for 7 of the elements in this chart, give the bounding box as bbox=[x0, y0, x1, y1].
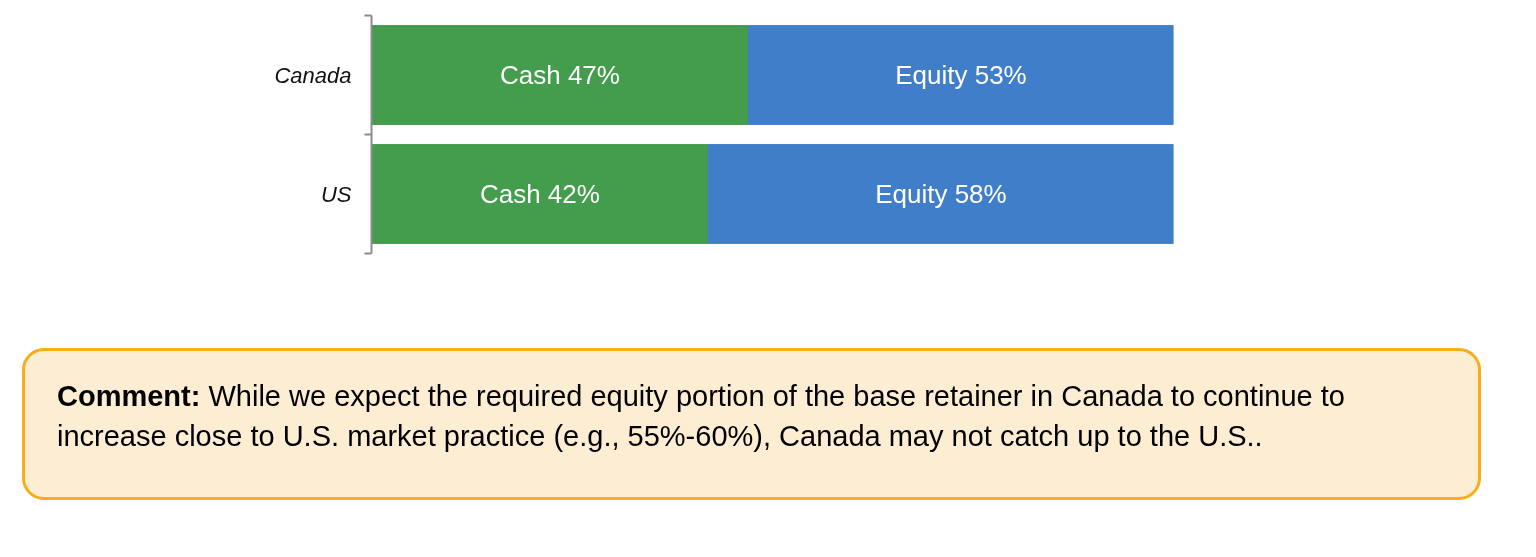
y-tick-label: Canada bbox=[274, 62, 352, 88]
y-tick-label: US bbox=[320, 181, 352, 207]
text: Comment: While we expect the required equity portion of the base retainer in Canada to continue to increase close to U.S. market practice (e.g., 55%-60%), Canada may not catch up to the U.S.. bbox=[57, 379, 1346, 454]
data-label: Equity 53% bbox=[895, 60, 1027, 90]
data-label: Cash 42% bbox=[479, 179, 600, 209]
data-label: Equity 58% bbox=[875, 179, 1007, 209]
data-label: Cash 47% bbox=[499, 60, 620, 90]
